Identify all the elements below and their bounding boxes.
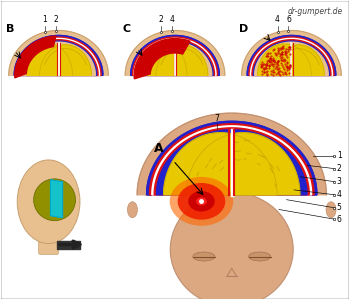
- Polygon shape: [143, 44, 187, 75]
- Ellipse shape: [248, 252, 271, 261]
- Polygon shape: [253, 41, 330, 75]
- Text: 2: 2: [337, 164, 342, 173]
- FancyBboxPatch shape: [38, 232, 58, 254]
- Ellipse shape: [326, 202, 336, 218]
- Ellipse shape: [127, 202, 138, 218]
- Polygon shape: [27, 44, 72, 75]
- Polygon shape: [22, 42, 95, 75]
- Polygon shape: [9, 31, 108, 75]
- Text: A: A: [154, 142, 164, 155]
- Polygon shape: [15, 36, 56, 78]
- Polygon shape: [152, 126, 312, 195]
- Polygon shape: [252, 40, 331, 75]
- Text: 1: 1: [337, 151, 342, 160]
- Text: 6: 6: [286, 15, 291, 24]
- Polygon shape: [137, 41, 213, 75]
- Polygon shape: [131, 35, 219, 75]
- Ellipse shape: [178, 183, 225, 220]
- Polygon shape: [137, 113, 326, 195]
- Text: 7: 7: [214, 114, 219, 123]
- Polygon shape: [250, 38, 332, 75]
- Polygon shape: [134, 39, 190, 79]
- Polygon shape: [18, 38, 100, 75]
- Text: D: D: [239, 24, 248, 34]
- Ellipse shape: [34, 179, 76, 221]
- Ellipse shape: [17, 160, 80, 244]
- Polygon shape: [145, 120, 319, 195]
- Text: 3: 3: [337, 177, 342, 186]
- Polygon shape: [186, 133, 300, 195]
- Ellipse shape: [193, 252, 215, 261]
- Polygon shape: [134, 38, 216, 75]
- Polygon shape: [137, 41, 213, 75]
- Polygon shape: [154, 128, 309, 195]
- Text: 4: 4: [275, 15, 280, 24]
- Polygon shape: [14, 35, 103, 75]
- Polygon shape: [147, 121, 317, 195]
- Polygon shape: [130, 34, 220, 75]
- Polygon shape: [273, 45, 324, 75]
- Polygon shape: [149, 124, 314, 195]
- Polygon shape: [134, 38, 216, 75]
- Text: 1: 1: [42, 15, 47, 24]
- Polygon shape: [154, 128, 309, 195]
- Polygon shape: [242, 31, 341, 75]
- Polygon shape: [258, 44, 312, 75]
- Polygon shape: [14, 35, 103, 75]
- Text: 5: 5: [337, 203, 342, 212]
- Ellipse shape: [196, 197, 207, 206]
- Text: 2: 2: [159, 15, 163, 24]
- Text: 4: 4: [337, 190, 342, 199]
- Polygon shape: [249, 37, 334, 75]
- Polygon shape: [149, 124, 314, 195]
- Polygon shape: [147, 121, 317, 195]
- Polygon shape: [156, 130, 307, 195]
- Text: 2: 2: [53, 15, 58, 24]
- Polygon shape: [135, 40, 215, 75]
- Polygon shape: [246, 34, 337, 75]
- Ellipse shape: [188, 191, 215, 211]
- Polygon shape: [16, 37, 101, 75]
- Polygon shape: [247, 35, 336, 75]
- Text: C: C: [123, 24, 131, 34]
- Polygon shape: [51, 180, 63, 218]
- Polygon shape: [253, 41, 330, 75]
- Polygon shape: [20, 41, 97, 75]
- Polygon shape: [13, 34, 104, 75]
- Polygon shape: [152, 126, 312, 195]
- Polygon shape: [135, 40, 215, 75]
- Polygon shape: [19, 40, 98, 75]
- Polygon shape: [20, 41, 97, 75]
- Polygon shape: [131, 35, 219, 75]
- Text: B: B: [6, 24, 15, 34]
- Polygon shape: [252, 40, 331, 75]
- Ellipse shape: [170, 192, 293, 300]
- Text: dr-gumpert.de: dr-gumpert.de: [288, 7, 343, 16]
- Polygon shape: [132, 37, 218, 75]
- Polygon shape: [40, 45, 91, 75]
- Polygon shape: [250, 38, 332, 75]
- Polygon shape: [132, 37, 218, 75]
- Polygon shape: [249, 37, 334, 75]
- Polygon shape: [16, 37, 101, 75]
- Polygon shape: [18, 38, 100, 75]
- Text: 4: 4: [170, 15, 174, 24]
- Polygon shape: [138, 42, 212, 75]
- Polygon shape: [125, 31, 225, 75]
- Polygon shape: [156, 45, 208, 75]
- Polygon shape: [255, 42, 328, 75]
- Polygon shape: [156, 130, 307, 195]
- Ellipse shape: [170, 177, 233, 226]
- Polygon shape: [164, 133, 277, 195]
- Text: 6: 6: [337, 215, 342, 224]
- Polygon shape: [19, 40, 98, 75]
- Polygon shape: [247, 35, 336, 75]
